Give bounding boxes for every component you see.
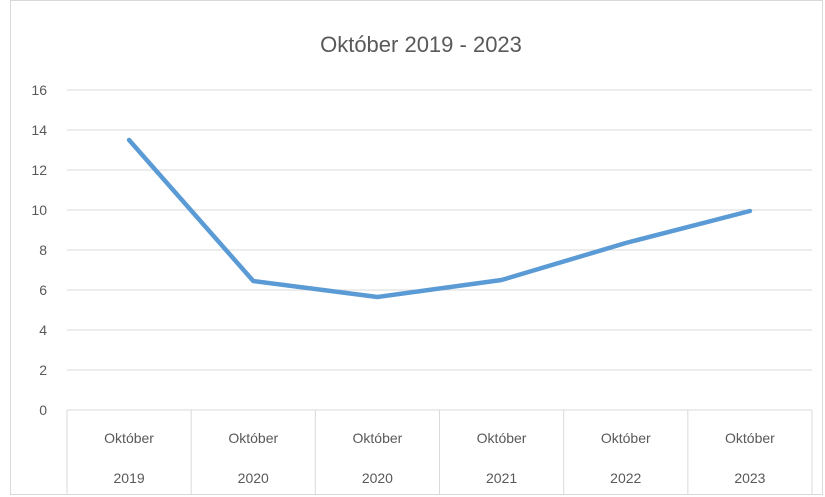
- x-category-month: Október: [601, 430, 651, 446]
- y-tick-label: 16: [31, 82, 47, 98]
- x-category-year: 2020: [362, 470, 393, 486]
- y-tick-label: 0: [39, 402, 47, 418]
- x-axis: [66, 409, 813, 494]
- y-axis-ticks: 0 2 4 6 8 10 12 14 16: [31, 82, 47, 418]
- x-category-year: 2023: [734, 470, 765, 486]
- y-tick-label: 6: [39, 282, 47, 298]
- y-tick-label: 10: [31, 202, 47, 218]
- gridlines: [67, 89, 812, 371]
- y-tick-label: 2: [39, 362, 47, 378]
- x-category-month: Október: [725, 430, 775, 446]
- x-category-year: 2022: [610, 470, 641, 486]
- y-tick-label: 8: [39, 242, 47, 258]
- chart-title: Október 2019 - 2023: [320, 32, 522, 57]
- series-layer: [126, 137, 753, 300]
- x-category-month: Október: [353, 430, 403, 446]
- x-category-month: Október: [228, 430, 278, 446]
- y-tick-label: 14: [31, 122, 47, 138]
- x-category-year: 2020: [238, 470, 269, 486]
- x-category-month: Október: [104, 430, 154, 446]
- series-line: [126, 137, 753, 300]
- x-category-year: 2019: [114, 470, 145, 486]
- x-axis-categories: Október 2019 Október 2020 Október 2020 Október…: [104, 430, 775, 486]
- y-tick-label: 4: [39, 322, 47, 338]
- x-category-month: Október: [477, 430, 527, 446]
- x-category-year: 2021: [486, 470, 517, 486]
- y-tick-label: 12: [31, 162, 47, 178]
